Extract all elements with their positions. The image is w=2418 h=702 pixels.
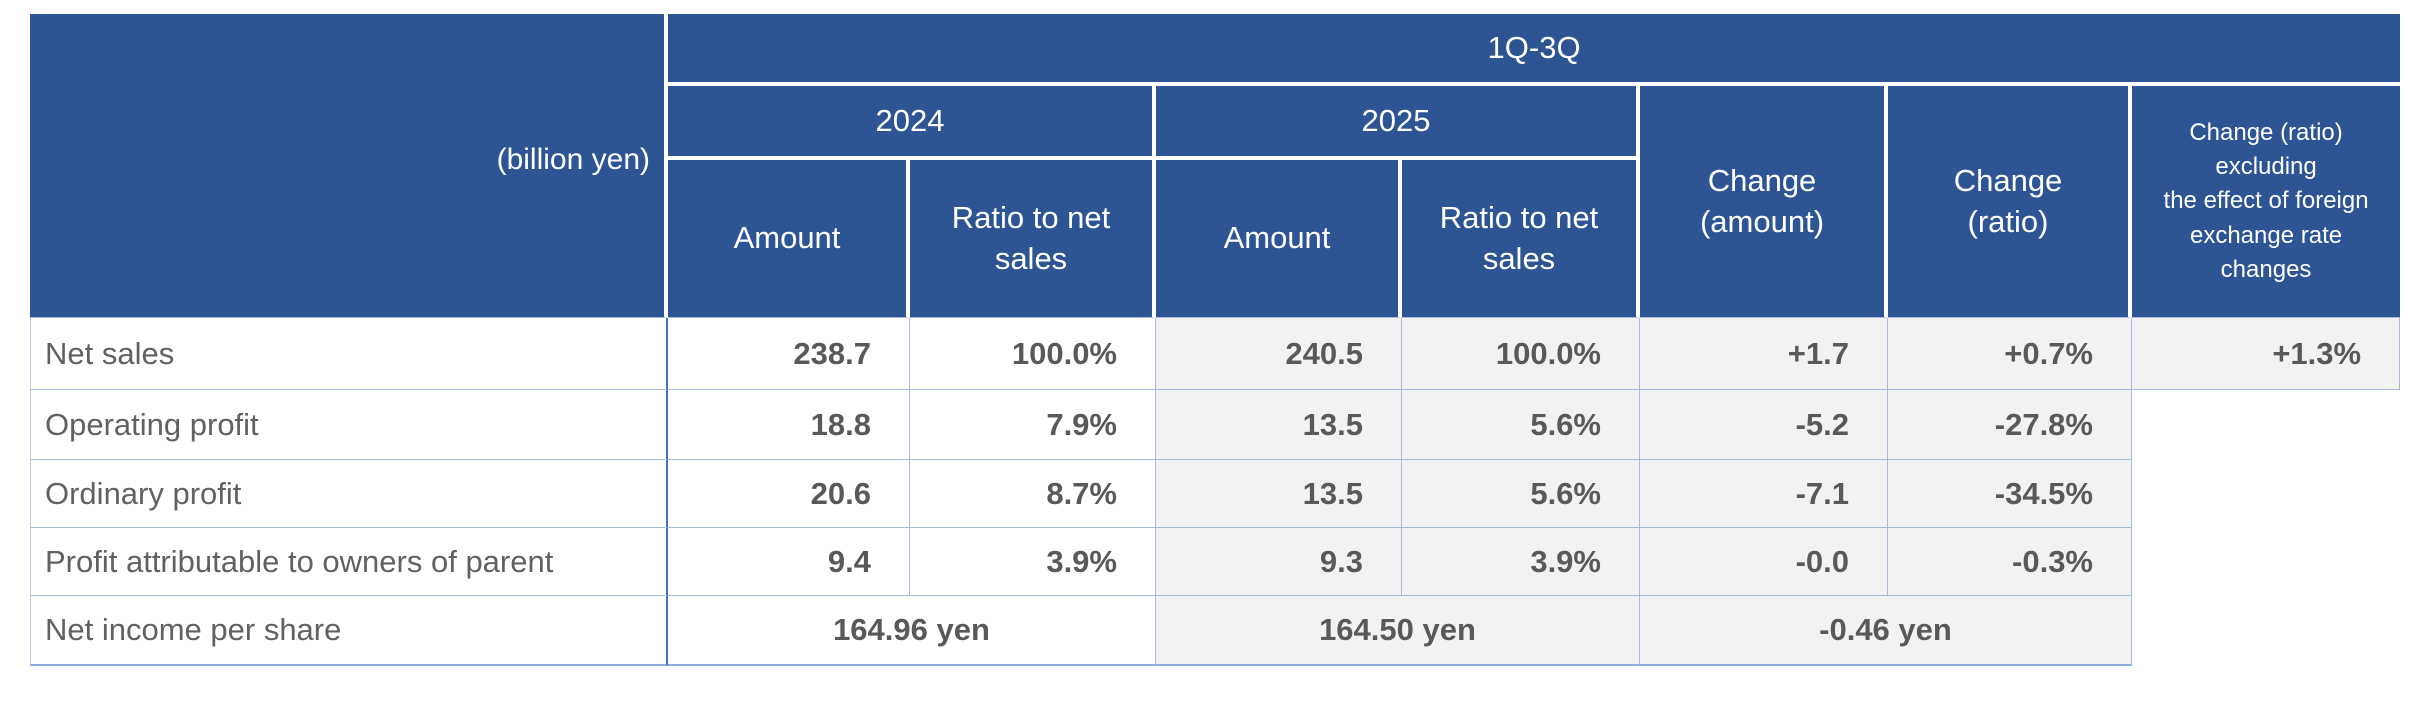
cell-amount-2024: 20.6 [668,460,910,528]
empty-cell [2132,460,2400,528]
header-row-measures: Amount Ratio to net sales Amount Ratio t… [30,160,2400,318]
cell-amount-2025: 240.5 [1156,318,1402,390]
row-label: Net income per share [30,596,668,666]
header-year-2024: 2024 [668,86,1156,160]
header-change-amount: Change (amount) [1640,86,1888,318]
row-label: Net sales [30,318,668,390]
table-row-operating-profit: Operating profit 18.8 7.9% 13.5 5.6% -5.… [30,390,2400,460]
cell-ratio-2024: 8.7% [910,460,1156,528]
cell-change-amount: -7.1 [1640,460,1888,528]
row-label: Operating profit [30,390,668,460]
cell-amount-2025: 9.3 [1156,528,1402,596]
header-row-period: (billion yen) 1Q-3Q [30,14,2401,318]
cell-ratio-2025: 3.9% [1402,528,1640,596]
unit-note-cell: (billion yen) [30,14,668,318]
table-row-profit-attributable: Profit attributable to owners of parent … [30,528,2400,596]
header-amount-2025: Amount [1156,160,1402,318]
header-ratio-2025: Ratio to net sales [1402,160,1640,318]
cell-per-share-change: -0.46 yen [1640,596,2132,666]
row-label: Profit attributable to owners of parent [30,528,668,596]
cell-change-ratio: +0.7% [1888,318,2132,390]
cell-amount-2025: 13.5 [1156,390,1402,460]
cell-change-amount: +1.7 [1640,318,1888,390]
cell-change-amount: -0.0 [1640,528,1888,596]
header-change-ratio: Change (ratio) [1888,86,2132,318]
table-row-net-income-per-share: Net income per share 164.96 yen 164.50 y… [30,596,2400,666]
row-label: Ordinary profit [30,460,668,528]
cell-ratio-2025: 5.6% [1402,390,1640,460]
cell-per-share-2025: 164.50 yen [1156,596,1640,666]
cell-amount-2024: 238.7 [668,318,910,390]
header-period: 1Q-3Q [668,14,2401,86]
cell-amount-2024: 18.8 [668,390,910,460]
header-amount-2024: Amount [668,160,910,318]
cell-ratio-2024: 3.9% [910,528,1156,596]
empty-cell [2132,596,2400,666]
cell-ratio-2025: 100.0% [1402,318,1640,390]
cell-change-ratio: -0.3% [1888,528,2132,596]
header-row-years: 2024 2025 Change (amount) Change (ratio)… [30,86,2401,318]
header-year-2025: 2025 [1156,86,1640,160]
table-row-net-sales: Net sales 238.7 100.0% 240.5 100.0% +1.7… [30,318,2401,390]
cell-ratio-2024: 100.0% [910,318,1156,390]
cell-amount-2025: 13.5 [1156,460,1402,528]
cell-change-ratio: -34.5% [1888,460,2132,528]
cell-per-share-2024: 164.96 yen [668,596,1156,666]
cell-change-ratio: -27.8% [1888,390,2132,460]
empty-cell [2132,390,2400,460]
financial-results-table: (billion yen) 1Q-3Q 2024 2025 Change (am… [30,14,2401,666]
cell-ratio-2024: 7.9% [910,390,1156,460]
cell-amount-2024: 9.4 [668,528,910,596]
empty-cell [2132,528,2400,596]
cell-change-amount: -5.2 [1640,390,1888,460]
table-row-ordinary-profit: Ordinary profit 20.6 8.7% 13.5 5.6% -7.1… [30,460,2400,528]
header-change-ratio-ex-fx: Change (ratio) excluding the effect of f… [2132,86,2401,318]
cell-change-ratio-ex-fx: +1.3% [2132,318,2401,390]
header-ratio-2024: Ratio to net sales [910,160,1156,318]
cell-ratio-2025: 5.6% [1402,460,1640,528]
